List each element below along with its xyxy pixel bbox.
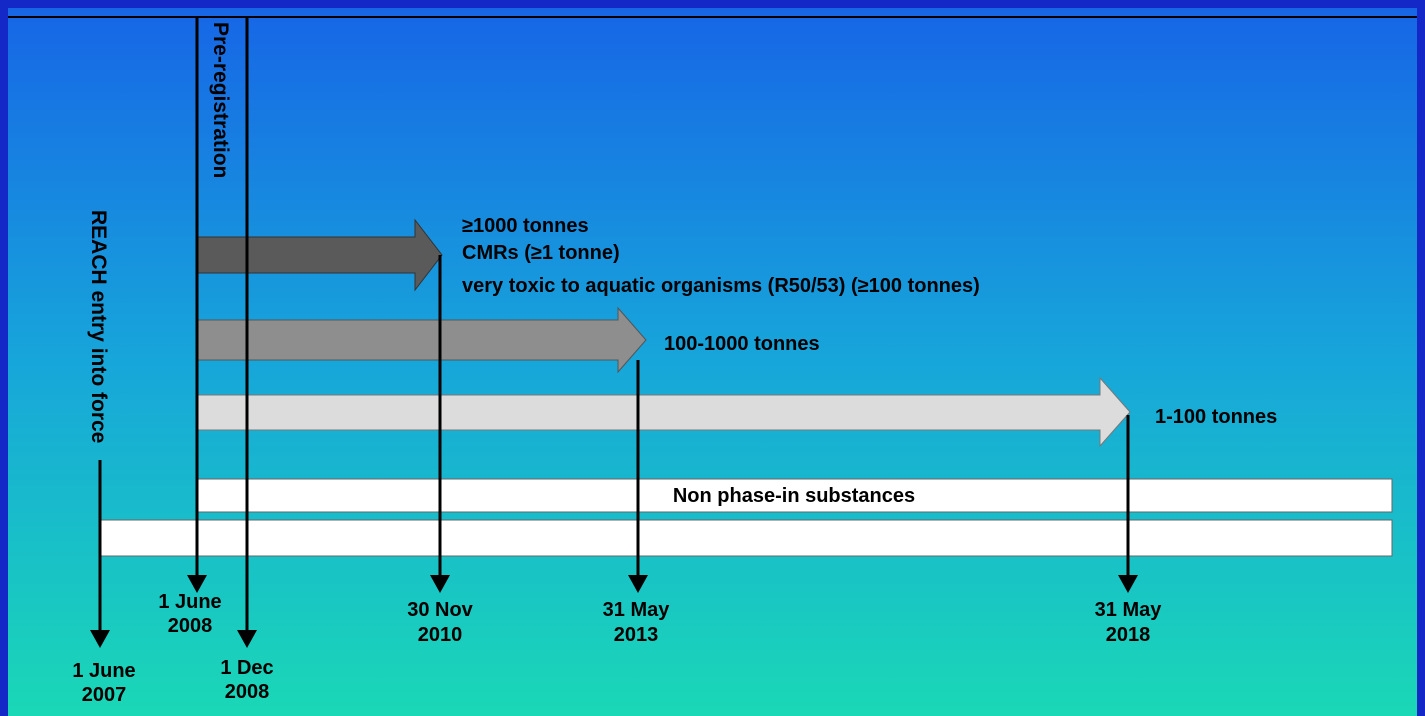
date-label: 2007 [82, 684, 127, 706]
vertical-label: Pre-registration [209, 22, 232, 178]
date-labels: 1 June 2007 1 June 2008 1 Dec 2008 30 No… [72, 591, 1162, 706]
background [8, 8, 1417, 716]
date-label: 1 June [158, 591, 221, 613]
phase-arrow [196, 218, 443, 292]
phase-label: 100-1000 tonnes [664, 333, 820, 355]
phase-arrow [196, 306, 647, 374]
phase-label: ≥1000 tonnes [462, 215, 589, 237]
date-label: 2008 [225, 681, 270, 703]
phase-label: very toxic to aquatic organisms (R50/53)… [462, 275, 980, 297]
date-label: 2008 [168, 615, 213, 637]
date-label: 30 Nov [407, 599, 473, 621]
date-label: 31 May [603, 599, 671, 621]
date-label: 2018 [1106, 624, 1151, 646]
date-label: 2010 [418, 624, 463, 646]
date-label: 31 May [1095, 599, 1163, 621]
bar [99, 519, 1393, 557]
phase-label: 1-100 tonnes [1155, 406, 1277, 428]
vertical-label: REACH entry into force [87, 210, 110, 443]
bar-label: Non phase-in substances [673, 485, 915, 507]
phase-arrow [196, 376, 1131, 448]
date-label: 1 Dec [220, 657, 273, 679]
date-label: 1 June [72, 660, 135, 682]
date-label: 2013 [614, 624, 659, 646]
phase-label: CMRs (≥1 tonne) [462, 242, 620, 264]
timeline-lines [98, 17, 1130, 635]
arrowheads [90, 575, 1138, 648]
